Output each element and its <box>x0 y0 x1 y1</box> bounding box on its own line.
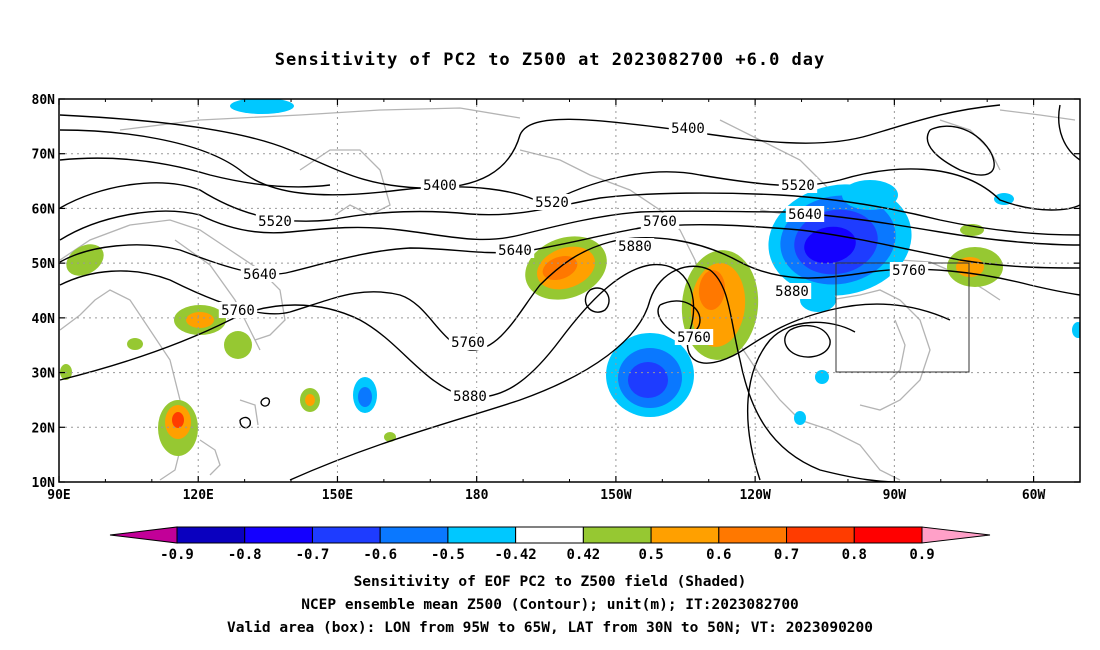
contour-label: 5400 <box>668 120 708 137</box>
colorbar-swatch <box>244 526 313 544</box>
colorbar-swatch <box>718 526 788 544</box>
lat-tick-label: 10N <box>32 476 56 491</box>
colorbar-swatch <box>515 526 584 544</box>
colorbar-swatch <box>650 526 720 544</box>
colorbar-swatch <box>447 526 517 544</box>
contour-label: 5400 <box>420 177 460 194</box>
contour-label: 5760 <box>889 262 929 279</box>
z500-contours <box>59 104 1080 482</box>
colorbar-tick-label: 0.42 <box>567 547 601 563</box>
colorbar-swatch <box>582 526 652 544</box>
svg-text:5400: 5400 <box>423 178 457 194</box>
lon-tick-label: 60W <box>1022 488 1046 503</box>
contour-label: 5640 <box>240 266 280 283</box>
colorbar-tick-label: 0.6 <box>706 547 731 563</box>
svg-text:5760: 5760 <box>451 335 485 351</box>
lon-tick-label: 180 <box>465 488 489 503</box>
svg-text:5760: 5760 <box>677 330 711 346</box>
plot-title: Sensitivity of PC2 to Z500 at 2023082700… <box>274 50 826 70</box>
svg-text:5880: 5880 <box>453 389 487 405</box>
caption-line-1: Sensitivity of EOF PC2 to Z500 field (Sh… <box>353 574 747 590</box>
svg-text:5640: 5640 <box>788 207 822 223</box>
lat-tick-label: 60N <box>32 202 56 217</box>
contour-label: 5520 <box>255 213 295 230</box>
lon-tick-label: 120E <box>183 488 214 503</box>
caption-line-3: Valid area (box): LON from 95W to 65W, L… <box>226 620 873 636</box>
lon-tick-label: 120W <box>739 488 770 503</box>
lat-tick-label: 30N <box>32 367 56 382</box>
lat-tick-label: 70N <box>32 148 56 163</box>
caption-line-2: NCEP ensemble mean Z500 (Contour); unit(… <box>301 597 799 613</box>
contour-label: 5760 <box>674 329 714 346</box>
svg-text:5760: 5760 <box>221 303 255 319</box>
svg-text:5880: 5880 <box>618 239 652 255</box>
contour-label: 5520 <box>532 194 572 211</box>
svg-text:5640: 5640 <box>498 243 532 259</box>
colorbar-tick-label: -0.7 <box>296 547 330 563</box>
contour-label: 5520 <box>778 177 818 194</box>
svg-text:5880: 5880 <box>775 284 809 300</box>
colorbar-high-arrow <box>921 526 991 544</box>
contour-label: 5760 <box>218 302 258 319</box>
contour-label: 5640 <box>495 242 535 259</box>
svg-text:5400: 5400 <box>671 121 705 137</box>
colorbar-tick-label: -0.5 <box>431 547 465 563</box>
lon-tick-label: 90E <box>47 488 70 503</box>
contour-label: 5640 <box>785 206 825 223</box>
colorbar-tick-label: 0.8 <box>842 547 867 563</box>
svg-text:5520: 5520 <box>781 178 815 194</box>
sensitivity-shading <box>60 99 1080 456</box>
colorbar-swatch <box>311 526 381 544</box>
contour-label: 5880 <box>772 283 812 300</box>
contour-labels: 5400 5400 5520 5520 5520 5640 5640 5640 5760 5760… <box>218 120 929 405</box>
svg-text:5520: 5520 <box>258 214 292 230</box>
colorbar-tick-label: -0.6 <box>363 547 397 563</box>
colorbar-tick-label: 0.9 <box>909 547 934 563</box>
svg-text:5760: 5760 <box>892 263 926 279</box>
lat-tick-label: 50N <box>32 257 56 272</box>
contour-label: 5880 <box>450 388 490 405</box>
coastline <box>59 107 1076 481</box>
svg-text:5760: 5760 <box>643 214 677 230</box>
colorbar-tick-label: 0.5 <box>638 547 663 563</box>
lon-tick-label: 150E <box>322 488 353 503</box>
contour-label: 5760 <box>448 334 488 351</box>
colorbar-swatch <box>379 526 449 544</box>
lat-tick-label: 40N <box>32 312 56 327</box>
colorbar-tick-label: -0.8 <box>228 547 262 563</box>
colorbar-swatch <box>786 526 855 544</box>
lon-tick-label: 90W <box>883 488 907 503</box>
lat-tick-label: 20N <box>32 421 56 436</box>
colorbar-low-arrow <box>109 526 178 544</box>
colorbar-tick-label: -0.9 <box>160 547 194 563</box>
lat-tick-label: 80N <box>32 93 56 108</box>
colorbar: -0.9 -0.8 -0.7 -0.6 -0.5 -0.42 0.42 0.5 0.6 0.7 0.… <box>109 526 991 563</box>
colorbar-swatch <box>853 526 923 544</box>
svg-text:5520: 5520 <box>535 195 569 211</box>
lon-tick-label: 150W <box>600 488 631 503</box>
svg-text:5640: 5640 <box>243 267 277 283</box>
contour-label: 5880 <box>615 238 655 255</box>
colorbar-tick-label: -0.42 <box>495 547 537 563</box>
colorbar-tick-label: 0.7 <box>774 547 799 563</box>
colorbar-swatch <box>176 526 246 544</box>
contour-label: 5760 <box>640 213 680 230</box>
